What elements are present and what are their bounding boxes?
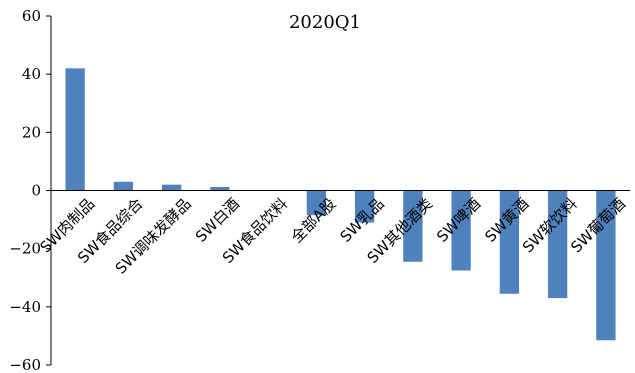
y-tick-label: −20: [9, 240, 41, 258]
bar: [161, 184, 182, 191]
bar: [451, 190, 471, 271]
chart-title: 2020Q1: [289, 12, 361, 33]
bar: [596, 190, 616, 341]
y-tick-label: 40: [22, 65, 41, 83]
y-tick-label: 0: [31, 182, 41, 200]
y-tick-label: 20: [22, 123, 41, 141]
bar: [65, 68, 85, 191]
category-labels-group: SW肉制品SW食品综合SW调味发酵品SW白酒SW食品饮料全部A股SW乳品SW其他…: [36, 195, 629, 278]
bar: [499, 190, 520, 294]
y-ticks-group: 60 40 20 0 −20 −40 −60: [9, 7, 51, 373]
bar: [354, 190, 375, 223]
bar: [306, 190, 327, 216]
bar: [210, 187, 230, 191]
bar: [547, 190, 568, 299]
y-tick-label: 60: [22, 7, 41, 25]
y-tick-label: −40: [9, 298, 41, 316]
bar: [113, 181, 134, 191]
bars-group: [65, 68, 616, 341]
y-tick-label: −60: [9, 356, 41, 373]
bar: [403, 190, 423, 262]
